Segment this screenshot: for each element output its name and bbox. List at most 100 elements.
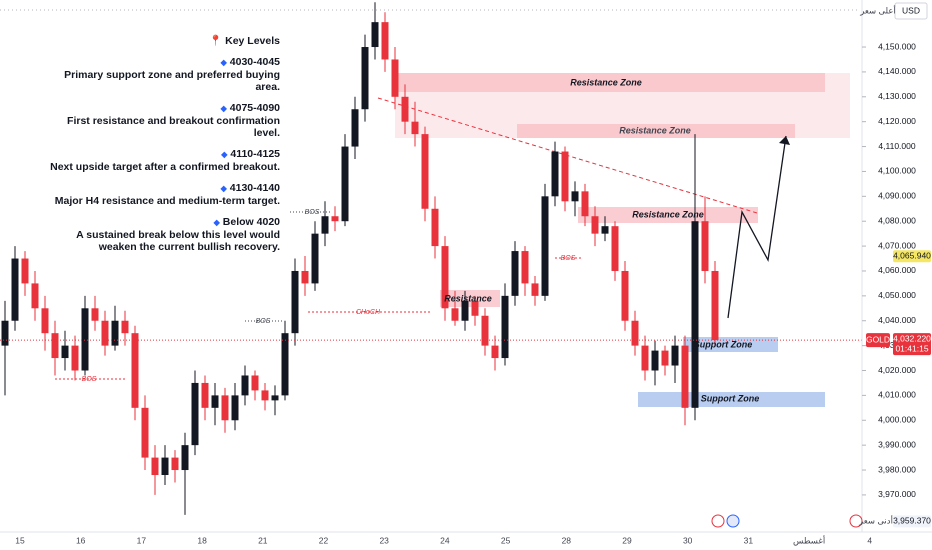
y-tick-label: 4,040.000 [878,315,916,325]
candle-body [661,350,669,366]
candle-body [631,320,639,346]
candle-body [681,345,689,408]
high-caption: أعلى سعر [859,3,896,16]
marker-tag [893,250,931,263]
y-tick-label: 3,970.000 [878,489,916,499]
candle-body [551,151,559,197]
x-tick-label: 23 [379,535,389,545]
candle-body [541,196,549,296]
candle-body [21,258,29,284]
candle-body [701,221,709,271]
candle-body [151,457,159,476]
candle-body [411,121,419,135]
candle-body [201,382,209,408]
panel-title: 📍 Key Levels [209,35,280,47]
candle-body [311,233,319,284]
resistance-zone [578,207,758,223]
candle-body [111,320,119,346]
x-tick-label: 25 [501,535,511,545]
x-tick-label: 4 [867,535,872,545]
event-icon[interactable] [849,514,863,528]
level-range: ◆ Below 4020 [40,216,280,229]
level-text: First resistance and breakout confirmati… [67,115,280,139]
level-text: Major H4 resistance and medium-term targ… [54,195,280,207]
price-axis [862,0,932,550]
candle-body [251,375,259,391]
candle-body [521,251,529,284]
level-item: ◆ Below 4020 A sustained break below this … [40,216,280,253]
x-tick-label: 18 [197,535,207,545]
level-item: ◆ 4130-4140 Major H4 resistance and medium… [40,182,280,207]
y-tick-label: 4,110.000 [878,141,915,151]
candle-body [171,457,179,471]
candle-body [211,395,219,408]
candle-body [531,283,539,296]
bullet: ◆ [220,104,227,113]
range-text: 4110-4125 [230,148,280,160]
zone-label: Resistance Zone [632,209,704,219]
level-text: A sustained break below this level would… [76,229,280,253]
bullet: ◆ [213,218,220,227]
y-tick-label: 4,130.000 [878,91,916,101]
range-text: Below 4020 [222,216,280,228]
candle-body [91,308,99,321]
candle-body [191,382,199,446]
symbol-label: GOLD [866,334,890,344]
candle-body [1,320,9,346]
candle-body [361,47,369,110]
candle-body [11,258,19,321]
candle-body [591,216,599,234]
x-tick-label: أغسطس [793,533,825,546]
candle-body [81,308,89,371]
x-tick-label: 17 [137,535,147,545]
y-tick-label: 4,150.000 [878,41,916,51]
level-text: Primary support zone and preferred buyin… [64,69,280,93]
candle-body [391,59,399,97]
candle-body [51,333,59,359]
candle-body [41,308,49,334]
y-tick-label: 4,000.000 [878,415,916,425]
currency-box[interactable] [894,2,928,20]
level-text: Next upside target after a confirmed bre… [50,161,280,173]
event-icon[interactable] [711,514,725,528]
zone-label: Resistance Zone [619,125,691,135]
bullet: ◆ [221,150,228,159]
candle-body [451,308,459,321]
x-tick-label: 21 [258,535,268,545]
zone-label: Resistance Zone [570,77,642,87]
candle-body [471,300,479,316]
candle-body [351,109,359,147]
bullet: ◆ [220,58,227,67]
candle-body [141,407,149,458]
y-tick-label: 4,010.000 [878,390,916,400]
structure-label: CHoCH [356,309,381,316]
countdown: 01:41:15 [895,343,928,353]
candle-body [381,22,389,60]
price-tag [893,333,931,356]
candle-body [101,320,109,346]
candle-body [571,191,579,202]
x-tick-label: 29 [622,535,632,545]
resistance-zone [517,124,795,138]
support-zone [683,337,778,352]
event-icon[interactable] [726,514,740,528]
projection-path [727,135,787,319]
candle-body [501,295,509,359]
candle-body [291,270,299,334]
candle-body [221,395,229,421]
candle-body [461,300,469,321]
candle-body [231,395,239,421]
level-range: ◆ 4130-4140 [40,182,280,195]
candle-body [601,226,609,234]
y-tick-label: 3,990.000 [878,439,916,449]
candle-body [561,151,569,202]
candle-body [341,146,349,222]
low-tag-label: 3,959.370 [893,516,931,526]
candle-body [621,270,629,321]
candle-body [421,134,429,209]
x-tick-label: 22 [319,535,329,545]
candles [0,2,862,515]
candle-body [651,350,659,371]
candle-body [371,22,379,48]
